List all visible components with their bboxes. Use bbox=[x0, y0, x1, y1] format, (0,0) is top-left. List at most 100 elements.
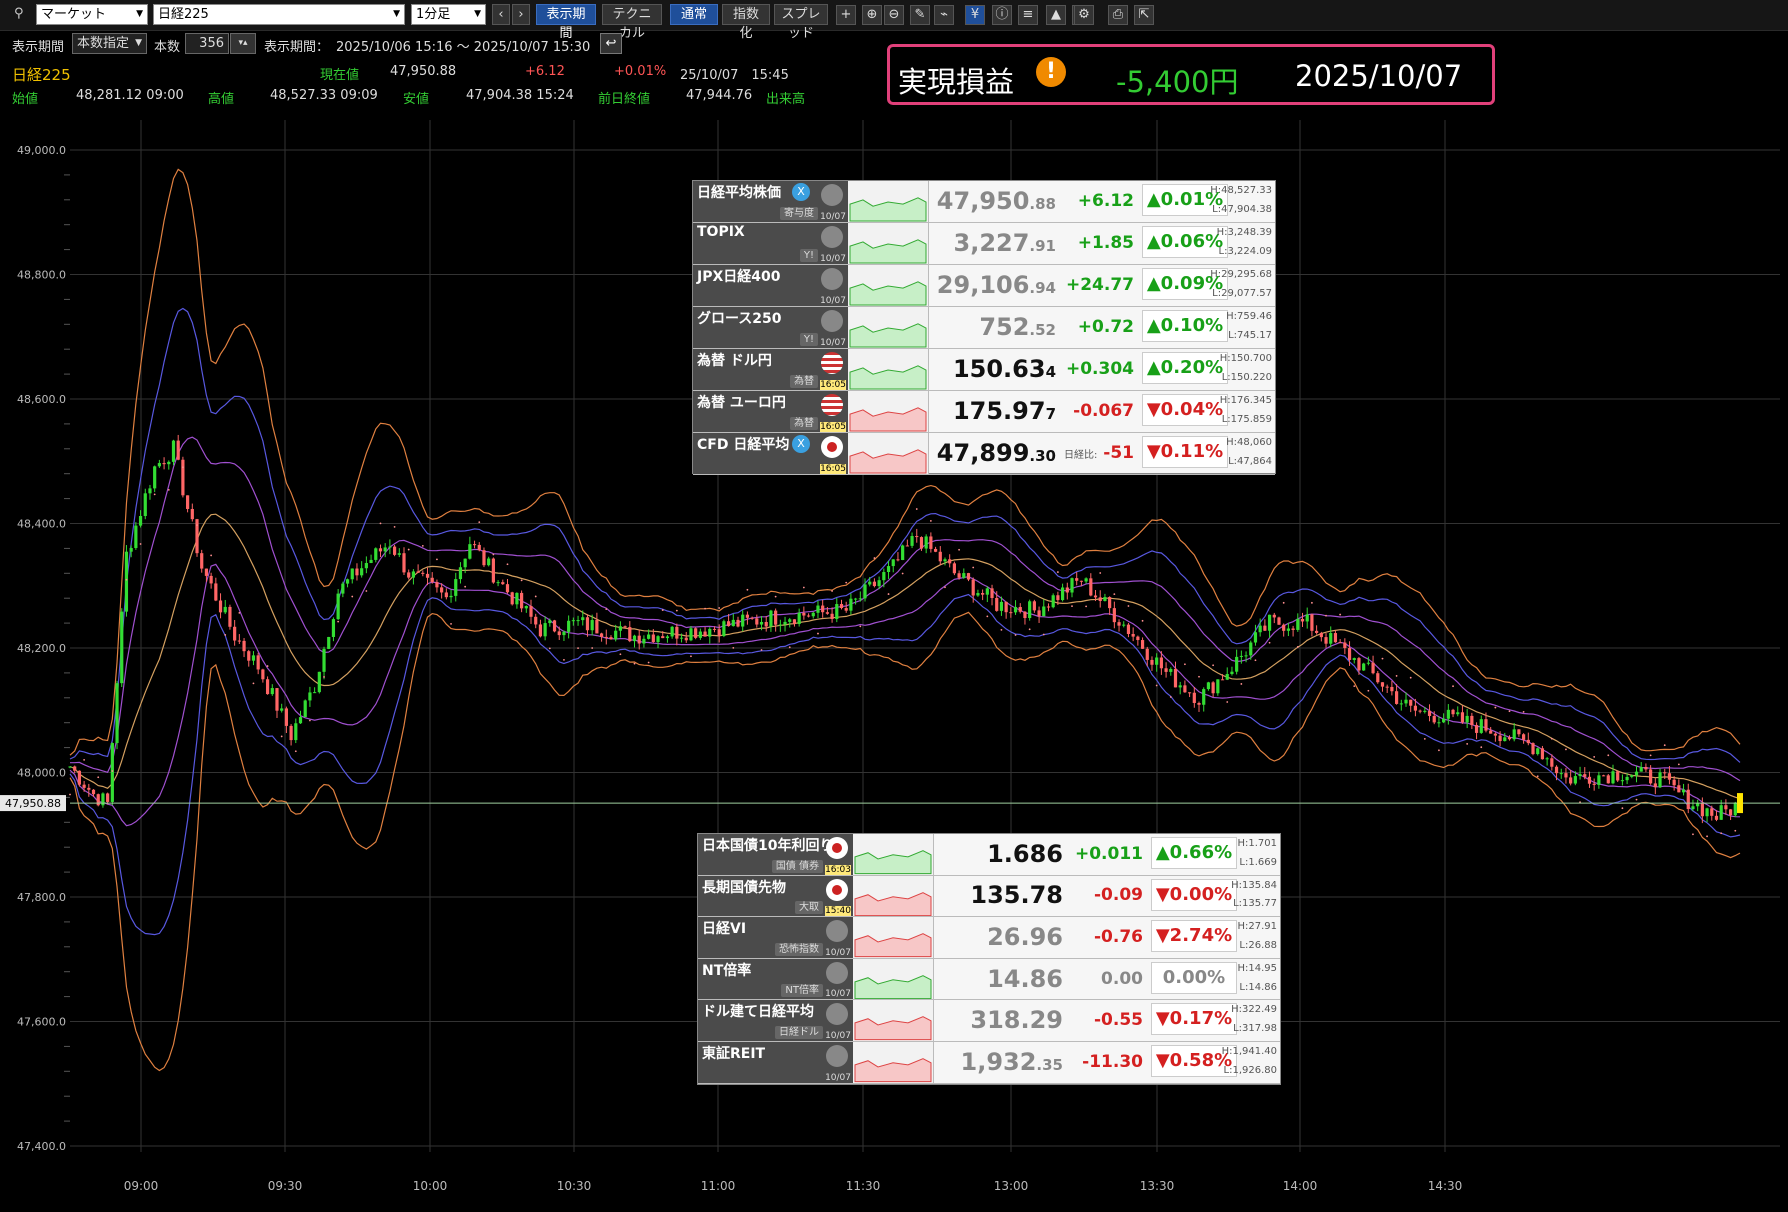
ticker-price: 3,227.91 bbox=[928, 229, 1057, 257]
ticker-row[interactable]: 日経平均株価 X 寄与度 10/07 47,950.88 +6.12 ▲0.01% H:48… bbox=[693, 181, 1275, 223]
ticker-sub-button[interactable]: 為替 bbox=[790, 417, 818, 430]
export-icon[interactable]: ⇱ bbox=[1134, 5, 1154, 25]
candle-body bbox=[604, 636, 608, 638]
ticker-low: L:29,077.57 bbox=[1212, 288, 1272, 299]
candle-body bbox=[552, 620, 557, 632]
market-select[interactable]: マーケット ▼ bbox=[36, 4, 148, 25]
mode-select[interactable]: 本数指定 ▼ bbox=[72, 33, 147, 54]
pnl-value: -5,400円 bbox=[1116, 65, 1239, 99]
parabolic-sar-dot bbox=[1240, 683, 1243, 685]
candle-body bbox=[1484, 719, 1488, 731]
pencil-icon[interactable]: ✎ bbox=[910, 5, 930, 25]
period-bar: 表示期間 本数指定 ▼ 本数 356 ▾▴ 表示期間： 2025/10/06 15… bbox=[0, 30, 1788, 60]
ticker-row[interactable]: 日本国債10年利回り 国債 債券 16:03 1.686 +0.011 ▲0.66% H:… bbox=[698, 834, 1280, 876]
ticker-name: JPX日経400 bbox=[697, 269, 781, 285]
open-value: 48,281.12 09:00 bbox=[76, 88, 184, 103]
candle-body bbox=[1719, 805, 1723, 820]
crosshair-icon[interactable]: + bbox=[836, 5, 856, 25]
ticker-low: L:1.669 bbox=[1239, 856, 1277, 868]
ticker-row[interactable]: ドル建て日経平均 日経ドル 10/07 318.29 -0.55 ▼0.17% H:322… bbox=[698, 1000, 1280, 1042]
candle-body bbox=[1550, 758, 1554, 767]
link-icon[interactable]: ⚲ bbox=[14, 6, 24, 21]
reset-icon[interactable]: ↩ bbox=[600, 33, 622, 54]
candle-body bbox=[275, 688, 279, 711]
ticker-sub-button[interactable]: 大取 bbox=[795, 901, 823, 915]
my-indicator-icon[interactable]: ≡ bbox=[1018, 5, 1038, 25]
ticker-row[interactable]: 長期国債先物 大取 15:40 135.78 -0.09 ▼0.00% H:135.84 L… bbox=[698, 875, 1280, 918]
symbol-select[interactable]: 日経225 ▼ bbox=[153, 4, 405, 25]
ticker-sub-button[interactable]: 国債 債券 bbox=[771, 859, 823, 873]
prev-button[interactable]: ‹ bbox=[492, 4, 510, 25]
ticker-sub-button[interactable]: 日経ドル bbox=[775, 1025, 823, 1039]
print-icon[interactable]: ⎙ bbox=[1108, 5, 1128, 25]
candle-body bbox=[632, 635, 637, 642]
candle-body bbox=[957, 573, 961, 578]
candle-body bbox=[322, 648, 326, 672]
ticker-change-pct: ▼0.11% bbox=[1142, 436, 1228, 468]
candle-body bbox=[1649, 769, 1653, 784]
timeframe-select[interactable]: 1分足 ▼ bbox=[411, 4, 486, 25]
parabolic-sar-dot bbox=[1353, 685, 1356, 687]
ticker-row[interactable]: 日経VI 恐怖指数 10/07 26.96 -0.76 ▼2.74% H:27.91 L:2… bbox=[698, 917, 1280, 959]
ticker-high: H:48,060 bbox=[1226, 437, 1272, 448]
ticker-price-int: 175.97 bbox=[952, 397, 1046, 425]
japan-flag-icon bbox=[821, 268, 843, 290]
ticker-row[interactable]: TOPIX Y! 10/07 3,227.91 +1.85 ▲0.06% H:3,248.… bbox=[693, 223, 1275, 265]
zoom-out-icon[interactable]: ⊖ bbox=[884, 5, 904, 25]
trend-icon[interactable]: ⌁ bbox=[934, 5, 954, 25]
symbol-select-label: 日経225 bbox=[158, 7, 209, 22]
ticker-row[interactable]: 為替 ドル円 為替 16:05 150.634 +0.304 ▲0.20% H:150.7… bbox=[693, 349, 1275, 391]
ticker-row[interactable]: 為替 ユーロ円 為替 16:05 175.977 -0.067 ▼0.04% H:176.… bbox=[693, 391, 1275, 433]
parabolic-sar-dot bbox=[1452, 685, 1454, 688]
candle-body bbox=[708, 628, 712, 637]
ticker-change: -0.55 bbox=[1094, 1010, 1143, 1031]
ticker-sub-button[interactable]: 寄与度 bbox=[780, 207, 818, 220]
candle-body bbox=[999, 601, 1004, 611]
candle-body bbox=[369, 559, 373, 564]
candle-body bbox=[839, 604, 844, 609]
technical-button[interactable]: テクニカル bbox=[602, 4, 662, 41]
candle-body bbox=[1333, 633, 1338, 643]
ticker-sub-button[interactable]: NT倍率 bbox=[781, 984, 823, 998]
count-stepper[interactable]: ▾▴ bbox=[230, 33, 256, 54]
candle-body bbox=[96, 794, 100, 806]
candle-body bbox=[402, 553, 406, 573]
x-tick-label: 10:30 bbox=[557, 1179, 592, 1193]
candle-body bbox=[218, 600, 223, 613]
area-chart-icon[interactable]: ▲ bbox=[1046, 5, 1066, 25]
ticker-row[interactable]: グロース250 Y! 10/07 752.52 +0.72 ▲0.10% H:759.46… bbox=[693, 307, 1275, 349]
index-button[interactable]: 指数化 bbox=[722, 4, 770, 41]
ticker-name-cell: TOPIX Y! 10/07 bbox=[693, 223, 848, 264]
parabolic-sar-dot bbox=[944, 586, 946, 589]
parabolic-sar-dot bbox=[1296, 646, 1299, 648]
ticker-sub-button[interactable]: 恐怖指数 bbox=[775, 942, 823, 956]
count-input[interactable]: 356 bbox=[185, 33, 229, 54]
ticker-row[interactable]: CFD 日経平均 X 16:05 47,899.30 日経比: -51 ▼0.11% H:4… bbox=[693, 433, 1275, 475]
period-button[interactable]: 表示期間 bbox=[536, 4, 596, 41]
next-button[interactable]: › bbox=[512, 4, 530, 25]
ticker-row[interactable]: NT倍率 NT倍率 10/07 14.86 0.00 0.00% H:14.95 L:14.… bbox=[698, 958, 1280, 1001]
normal-button[interactable]: 通常 bbox=[670, 4, 718, 25]
info-icon[interactable]: ⓘ bbox=[992, 5, 1012, 25]
candle-body bbox=[444, 592, 448, 598]
parabolic-sar-dot bbox=[1663, 744, 1666, 747]
zoom-in-icon[interactable]: ⊕ bbox=[862, 5, 882, 25]
ticker-change-pct: ▲0.01% bbox=[1142, 184, 1228, 216]
ticker-date: 10/07 bbox=[825, 989, 851, 1000]
wrench-icon[interactable]: ⚙ bbox=[1074, 5, 1094, 25]
ticker-row[interactable]: 東証REIT 10/07 1,932.35 -11.30 ▼0.58% H:1,941.… bbox=[698, 1042, 1280, 1084]
ticker-sub-button[interactable]: Y! bbox=[799, 249, 818, 262]
ticker-row[interactable]: JPX日経400 10/07 29,106.94 +24.77 ▲0.09% H:29,… bbox=[693, 265, 1275, 307]
parabolic-sar-dot bbox=[436, 558, 438, 561]
ticker-sub-button[interactable]: 為替 bbox=[790, 375, 818, 388]
quote-row: 日経225 現在値 47,950.88 +6.12 +0.01% 25/10/0… bbox=[0, 62, 880, 84]
yen-icon[interactable]: ¥ bbox=[965, 5, 985, 25]
ticker-sub-button[interactable]: Y! bbox=[799, 333, 818, 346]
candle-body bbox=[1522, 734, 1526, 740]
ticker-name: NT倍率 bbox=[702, 962, 752, 979]
spread-button[interactable]: スプレッド bbox=[774, 4, 828, 41]
candle-body bbox=[863, 584, 867, 599]
candle-body bbox=[1667, 773, 1672, 780]
candle-body bbox=[1206, 682, 1211, 690]
parabolic-sar-dot bbox=[210, 554, 213, 557]
